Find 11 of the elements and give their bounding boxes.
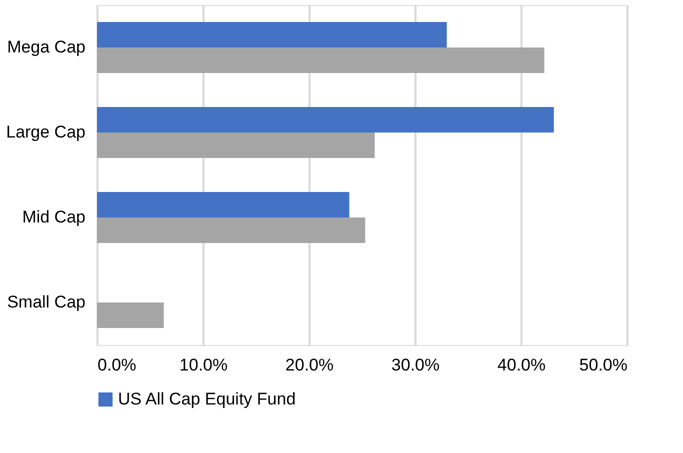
x-tick-label: 50.0% bbox=[579, 356, 628, 374]
x-tick-label: 10.0% bbox=[179, 356, 228, 374]
y-tick-label: Mid Cap bbox=[22, 208, 86, 226]
x-tick-label: 30.0% bbox=[391, 356, 440, 374]
y-tick-label: Small Cap bbox=[7, 292, 86, 312]
y-tick-label: Mega Cap bbox=[7, 38, 86, 56]
legend-label: US All Cap Equity Fund bbox=[118, 390, 296, 408]
x-tick-label: 40.0% bbox=[497, 356, 546, 374]
y-tick-label: Large Cap bbox=[6, 122, 86, 142]
x-tick-label: 20.0% bbox=[285, 356, 334, 374]
x-tick-label: 0.0% bbox=[98, 356, 136, 374]
